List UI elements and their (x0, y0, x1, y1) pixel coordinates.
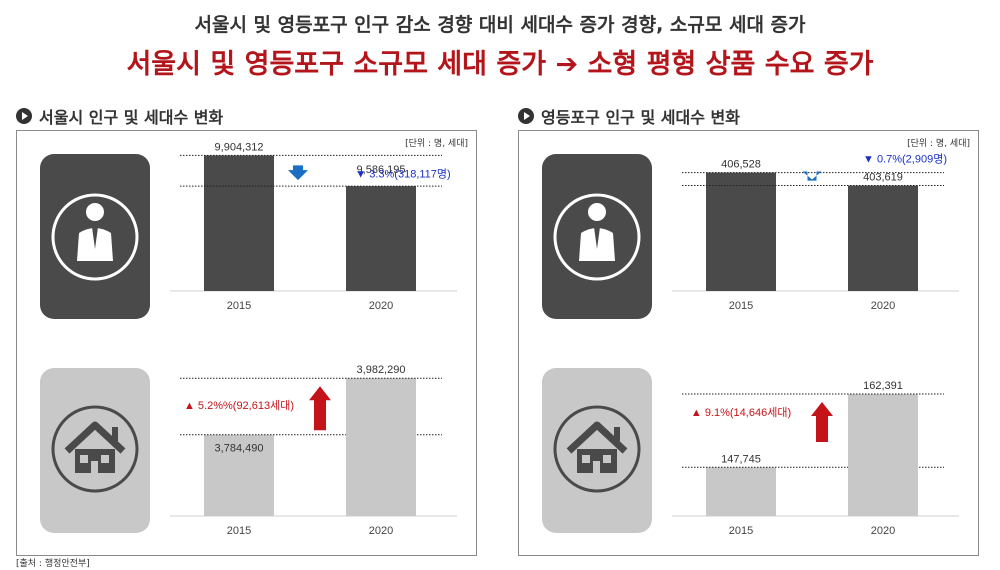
change-label: ▼ 3.3%(318,117명) (355, 167, 450, 180)
section-title-yeongdeungpo: 영등포구 인구 및 세대수 변화 (518, 104, 740, 128)
tick-label: 2020 (871, 525, 895, 537)
play-circle-icon (16, 108, 32, 124)
change-label: ▼ 0.7%(2,909명) (863, 153, 947, 166)
tick-label: 2015 (227, 525, 251, 537)
seoul-charts: 9,904,312 2015 9,586,195 2020 ▼ 3.3%(318,117… (40, 141, 457, 537)
unit-label: [단위 : 명, 세대] (405, 139, 468, 149)
unit-label: [단위 : 명, 세대] (907, 139, 970, 149)
house-icon (51, 405, 139, 493)
tick-label: 2020 (369, 300, 393, 312)
data-label: 3,784,490 (215, 443, 264, 455)
person-icon (51, 193, 139, 281)
section-title-seoul: 서울시 인구 및 세대수 변화 (16, 104, 223, 128)
tick-label: 2020 (871, 300, 895, 312)
bar-2015 (706, 467, 776, 516)
play-circle-icon (518, 108, 534, 124)
bar-2020 (848, 394, 918, 516)
data-label: 406,528 (721, 159, 761, 171)
change-label: ▲ 5.2%%(92,613세대) (184, 399, 294, 412)
page-subtitle: 서울시 및 영등포구 소규모 세대 증가 ➔ 소형 평형 상품 수요 증가 (0, 42, 1000, 81)
tick-label: 2015 (729, 525, 753, 537)
bar-2015 (706, 172, 776, 291)
increase-arrow-icon (309, 386, 331, 431)
data-label: 3,982,290 (357, 364, 406, 376)
bar-2020 (848, 185, 918, 291)
section-title-yeongdeungpo-label: 영등포구 인구 및 세대수 변화 (541, 108, 740, 127)
data-label: 147,745 (721, 453, 761, 465)
person-icon (553, 193, 641, 281)
decrease-arrow-icon (288, 165, 308, 181)
bar-2020 (346, 378, 416, 516)
panel-seoul: [단위 : 명, 세대] 9,904,312 2015 9,586,195 2020 ▼… (16, 130, 477, 556)
data-label: 162,391 (863, 380, 903, 392)
decrease-arrow-icon (802, 171, 822, 181)
change-label: ▲ 9.1%(14,646세대) (691, 406, 791, 419)
data-label: 9,586,195 (357, 164, 406, 176)
data-label: 9,904,312 (215, 141, 264, 153)
bar-2015 (204, 155, 274, 291)
right-arrow-icon: ➔ (555, 49, 579, 80)
tick-label: 2020 (369, 525, 393, 537)
section-title-seoul-label: 서울시 인구 및 세대수 변화 (39, 108, 224, 127)
house-icon (553, 405, 641, 493)
subtitle-part1: 서울시 및 영등포구 소규모 세대 증가 (126, 49, 547, 80)
panel-yeongdeungpo: [단위 : 명, 세대] 406,528 2015 403,619 2020 ▼ 0.7… (518, 130, 979, 556)
yeongdeungpo-charts: 406,528 2015 403,619 2020 ▼ 0.7%(2,909명) 147… (542, 153, 959, 537)
tick-label: 2015 (729, 300, 753, 312)
bar-2020 (346, 186, 416, 291)
subtitle-part2: 소형 평형 상품 수요 증가 (587, 49, 874, 80)
data-label: 403,619 (863, 172, 903, 184)
source-note: [출처 : 행정안전부] (16, 559, 90, 569)
page-title: 서울시 및 영등포구 인구 감소 경향 대비 세대수 증가 경향, 소규모 세대… (194, 14, 806, 36)
bar-2015 (204, 434, 274, 516)
increase-arrow-icon (811, 402, 833, 443)
tick-label: 2015 (227, 300, 251, 312)
